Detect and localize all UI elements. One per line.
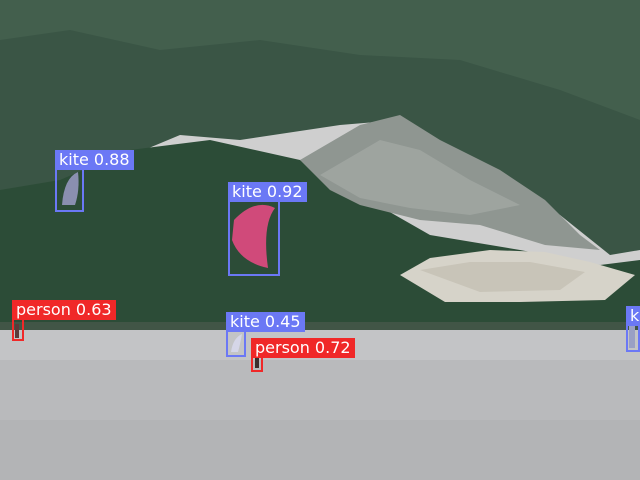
- detection-box-person: person 0.72: [251, 338, 355, 372]
- detection-box-kite: kite 0.45: [226, 312, 305, 357]
- detection-box-kite: kite 0.92: [228, 182, 307, 276]
- detection-label: kite 0.88: [55, 150, 134, 170]
- detection-label: person 0.72: [251, 338, 355, 358]
- detection-box-kite: k: [626, 306, 640, 352]
- detection-label: kite 0.45: [226, 312, 305, 332]
- detection-label: kite 0.92: [228, 182, 307, 202]
- detection-box-person: person 0.63: [12, 300, 116, 341]
- detection-label: k: [626, 306, 640, 326]
- detection-box-kite: kite 0.88: [55, 150, 134, 212]
- detection-label: person 0.63: [12, 300, 116, 320]
